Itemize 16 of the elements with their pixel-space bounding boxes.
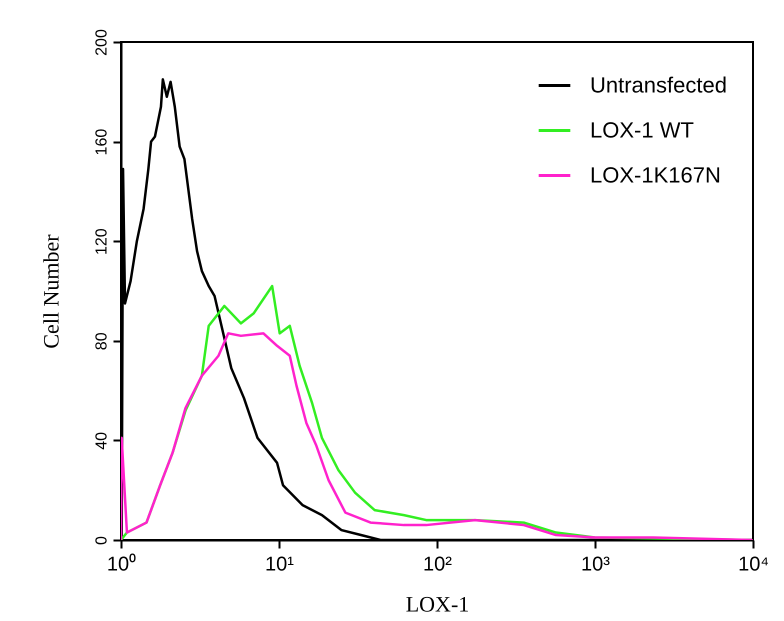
x-tick-label: 10³ <box>581 554 610 576</box>
y-tick-label: 160 <box>94 128 110 156</box>
y-tick-label: 0 <box>94 536 110 545</box>
x-axis-title: LOX-1 <box>406 592 470 616</box>
y-tick-label: 40 <box>94 432 110 450</box>
y-axis-title: Cell Number <box>38 234 64 349</box>
y-tick-label: 80 <box>94 332 110 350</box>
x-tick-label: 10¹ <box>265 554 294 576</box>
x-tick-label: 10⁰ <box>106 552 136 576</box>
x-tick-label: 10⁴ <box>738 554 769 576</box>
y-tick-label: 120 <box>94 228 110 256</box>
legend-label: LOX-1K167N <box>590 162 721 188</box>
y-tick-label: 200 <box>94 29 110 56</box>
x-tick-label: 10² <box>423 554 452 576</box>
legend-label: LOX-1 WT <box>590 118 694 142</box>
legend-label: Untransfected <box>590 72 727 98</box>
